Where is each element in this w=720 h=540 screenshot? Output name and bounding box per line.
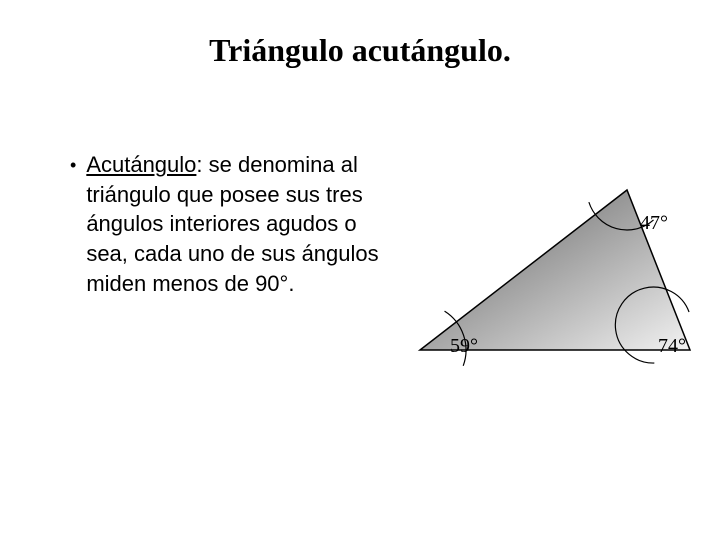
triangle-figure: 59° 74° 47° bbox=[410, 170, 700, 380]
slide-title: Triángulo acutángulo. bbox=[0, 32, 720, 69]
angle-label-47: 47° bbox=[640, 212, 668, 235]
body-content: • Acutángulo: se denomina al triángulo q… bbox=[70, 150, 390, 298]
bullet-marker: • bbox=[70, 150, 76, 180]
definition-text: Acutángulo: se denomina al triángulo que… bbox=[86, 150, 390, 298]
angle-label-59: 59° bbox=[450, 335, 478, 358]
angle-label-74: 74° bbox=[658, 335, 686, 358]
term: Acutángulo bbox=[86, 152, 196, 177]
